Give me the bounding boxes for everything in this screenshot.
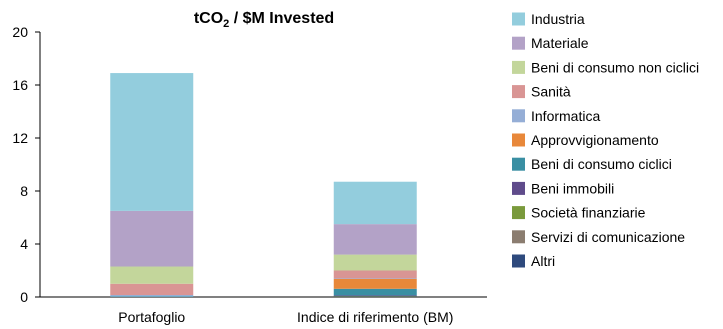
legend-label-approvvigionamento: Approvvigionamento (531, 132, 659, 148)
x-category-label: Portafoglio (118, 309, 185, 325)
bar-segment-informatica (110, 295, 194, 297)
legend-label-informatica: Informatica (531, 108, 600, 124)
bar-segment-beni-di-consumo-ciclici (333, 288, 417, 296)
legend-label-societ-finanziarie: Società finanziarie (531, 205, 646, 221)
legend-label-beni-di-consumo-ciclici: Beni di consumo ciclici (531, 156, 672, 172)
legend-swatch-beni-immobili (512, 181, 525, 195)
legend-swatch-industria (512, 12, 525, 26)
legend-label-sanit-: Sanità (531, 84, 571, 100)
legend-swatch-materiale (512, 36, 525, 50)
bar-segment-societ-finanziarie (333, 296, 417, 297)
legend-swatch-beni-di-consumo-non-ciclici (512, 60, 525, 74)
chart-title: tCO2 / $M Invested (194, 10, 334, 30)
y-tick-label: 20 (12, 24, 28, 40)
bar-segment-industria (110, 73, 194, 211)
legend-label-materiale: Materiale (531, 35, 589, 51)
y-tick-label: 0 (20, 289, 28, 305)
legend-label-servizi-di-comunicazione: Servizi di comunicazione (531, 229, 685, 245)
bar-segment-informatica (333, 278, 417, 279)
y-tick-label: 16 (12, 77, 28, 93)
legend-swatch-beni-di-consumo-ciclici (512, 157, 525, 171)
legend-label-altri: Altri (531, 253, 555, 269)
bar-segment-sanit- (110, 283, 194, 296)
bar-segment-beni-di-consumo-non-ciclici (333, 254, 417, 271)
plot-area: 0 4 8 12 16 20 Portafoglio Indice di riferiment… (12, 24, 487, 325)
y-tick-label: 8 (20, 183, 28, 199)
legend-swatch-sanit- (512, 85, 525, 99)
legend-label-industria: Industria (531, 11, 585, 27)
bar-segment-approvvigionamento (333, 278, 417, 289)
bar-segment-beni-immobili (333, 295, 417, 297)
legend-swatch-informatica (512, 109, 525, 123)
legend-swatch-societ-finanziarie (512, 206, 525, 220)
legend: Industria Materiale Beni di consumo non ci… (512, 11, 699, 269)
bar-segment-altri (333, 296, 417, 297)
bar-segment-materiale (333, 224, 417, 255)
legend-label-beni-immobili: Beni immobili (531, 180, 614, 196)
legend-swatch-altri (512, 254, 525, 268)
legend-swatch-approvvigionamento (512, 133, 525, 147)
x-category-label: Indice di riferimento (BM) (297, 309, 453, 325)
legend-swatch-servizi-di-comunicazione (512, 230, 525, 244)
y-tick-label: 12 (12, 130, 28, 146)
y-tick-label: 4 (20, 236, 28, 252)
legend-label-beni-di-consumo-non-ciclici: Beni di consumo non ciclici (531, 59, 699, 75)
bar-segment-sanit- (333, 270, 417, 279)
bar-segment-beni-di-consumo-ciclici (110, 296, 194, 297)
bar-segment-beni-di-consumo-non-ciclici (110, 266, 194, 284)
bar-segment-materiale (110, 210, 194, 267)
bar-segment-industria (333, 181, 417, 225)
